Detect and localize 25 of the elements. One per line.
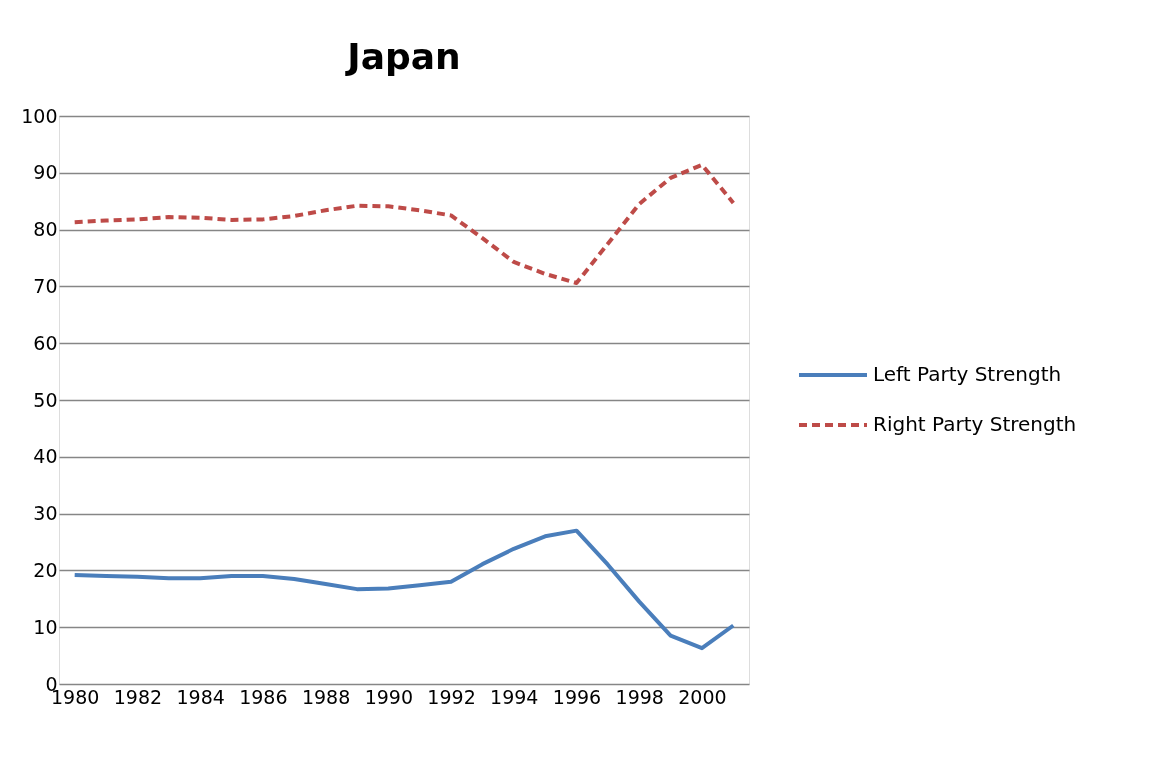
- x-tick-label: 1986: [239, 685, 288, 708]
- legend-label: Right Party Strength: [873, 412, 1077, 436]
- y-tick-label: 60: [33, 331, 58, 354]
- x-tick-label: 1990: [364, 685, 413, 708]
- line-series: [72, 162, 736, 285]
- y-tick-label: 10: [33, 615, 58, 638]
- x-tick-label: 1994: [490, 685, 539, 708]
- y-tick-label: 40: [33, 445, 58, 468]
- x-tick-label: 1998: [615, 685, 664, 708]
- x-tick-label: 2000: [678, 685, 727, 708]
- x-tick-label: 1996: [552, 685, 602, 708]
- legend-label: Left Party Strength: [873, 362, 1062, 386]
- y-tick-label: 30: [33, 502, 58, 525]
- y-tick-label: 80: [33, 218, 58, 241]
- x-tick-label: 1992: [427, 685, 476, 708]
- y-tick-label: 70: [33, 274, 58, 297]
- y-tick-label: 20: [33, 558, 58, 581]
- x-tick-label: 1988: [301, 685, 351, 708]
- x-tick-label: 1982: [113, 685, 163, 708]
- line-series: [72, 528, 736, 651]
- y-tick-label: 100: [21, 104, 58, 127]
- y-tick-label: 90: [33, 161, 58, 184]
- chart-title: Japan: [344, 36, 461, 77]
- x-tick-label: 1984: [176, 685, 225, 708]
- y-tick-label: 50: [33, 388, 58, 411]
